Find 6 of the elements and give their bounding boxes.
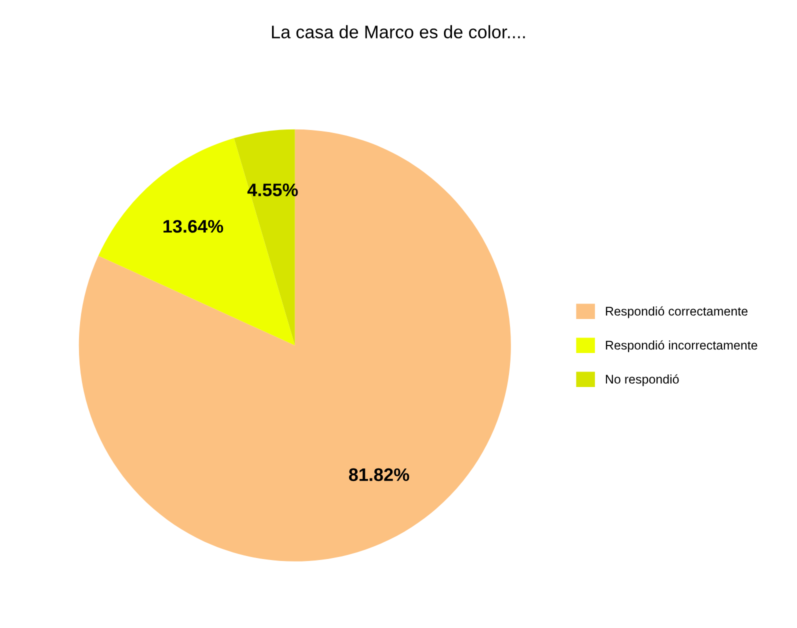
legend-label: Respondió incorrectamente <box>606 340 758 352</box>
legend-label: Respondió correctamente <box>606 306 748 318</box>
legend-label: No respondió <box>606 374 679 386</box>
data-label: 13.64% <box>164 220 224 233</box>
chart-title: La casa de Marco es de color.... <box>272 25 525 38</box>
data-label: 81.82% <box>348 468 410 482</box>
